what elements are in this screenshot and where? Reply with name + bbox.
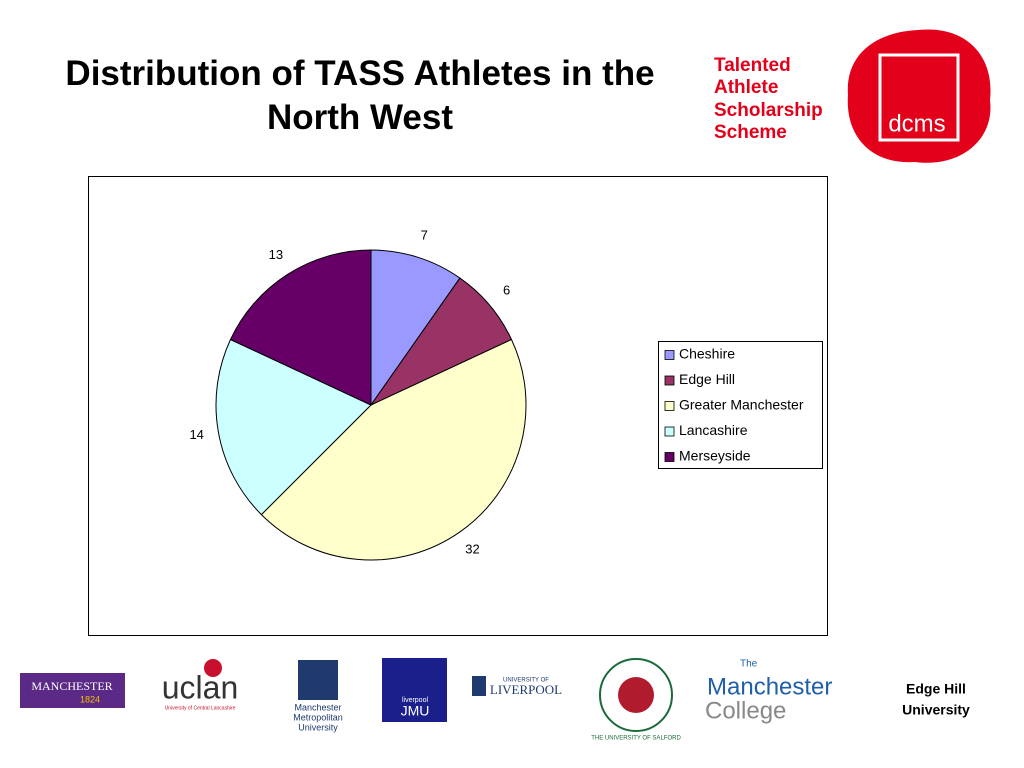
logo-text: Manchester (294, 702, 341, 712)
logo-blob (847, 29, 991, 163)
legend-swatch (664, 452, 675, 462)
logo-icon (298, 660, 338, 700)
logo-text: University (902, 702, 970, 718)
logo-text: MANCHESTER (31, 679, 112, 693)
dcms-logo: dcms (847, 29, 991, 163)
logo-icon (618, 677, 654, 713)
logo-text: Metropolitan (293, 712, 343, 722)
logo-mmu: Manchester Metropolitan University (293, 660, 343, 732)
legend-label: Merseyside (679, 448, 751, 464)
logo-text: Athlete (714, 77, 778, 98)
logo-text: The (740, 659, 758, 670)
logo-manchester: MANCHESTER 1824 (20, 673, 125, 708)
legend-label: Cheshire (679, 346, 735, 362)
logo-text: LIVERPOOL (490, 682, 562, 697)
logo-college: The Manchester College (705, 659, 832, 725)
logo-text: uclan (162, 669, 239, 705)
logo-text: College (705, 697, 786, 724)
logo-frame (878, 53, 960, 142)
logo-jmu: liverpool JMU (382, 658, 447, 722)
logo-text: JMU (401, 703, 430, 719)
logo-text: Edge Hill (906, 681, 966, 697)
logo-salford: THE UNIVERSITY OF SALFORD (591, 658, 681, 742)
legend-swatch (664, 401, 675, 411)
logo-text: UNIVERSITY OF (503, 678, 549, 684)
legend-label: Lancashire (679, 422, 748, 438)
legend-swatch (664, 426, 675, 437)
data-label: 14 (189, 427, 203, 442)
data-label: 6 (503, 283, 510, 298)
logo-bg (20, 673, 125, 708)
legend-label: Greater Manchester (679, 397, 804, 413)
logo-uclan: uclan University of Central Lancashire (162, 659, 239, 711)
logo-text: liverpool (402, 697, 429, 704)
logo-text: Manchester (707, 673, 832, 700)
logo-text: Scholarship (714, 100, 823, 121)
legend-box (658, 341, 823, 469)
logo-bg (382, 658, 447, 722)
pie-slice (260, 338, 527, 561)
logo-text: Talented (714, 55, 791, 76)
pie-slice (215, 338, 372, 516)
legend-label: Edge Hill (679, 371, 735, 387)
data-label: 7 (421, 228, 428, 243)
data-label: 13 (269, 247, 283, 262)
logo-icon (472, 676, 486, 696)
logo-icon (204, 659, 222, 677)
logo-text: dcms (888, 110, 945, 137)
tass-logo: Talented Athlete Scholarship Scheme (714, 55, 823, 143)
pie-slice (370, 249, 461, 407)
data-label: 32 (465, 541, 479, 556)
legend-swatch (664, 350, 675, 360)
chart-title: Distribution of TASS Athletes in the Nor… (65, 54, 655, 137)
logo-text: THE UNIVERSITY OF SALFORD (591, 736, 681, 742)
logo-text: 1824 (80, 694, 100, 704)
legend-swatch (664, 375, 675, 386)
logo-text: University (298, 722, 338, 732)
logo-liverpool: UNIVERSITY OF LIVERPOOL (472, 676, 562, 697)
logo-edgehill: Edge Hill University (902, 681, 970, 718)
logo-text: University of Central Lancashire (165, 705, 236, 711)
logo-text: Scheme (714, 122, 787, 143)
pie-slice (229, 249, 372, 406)
